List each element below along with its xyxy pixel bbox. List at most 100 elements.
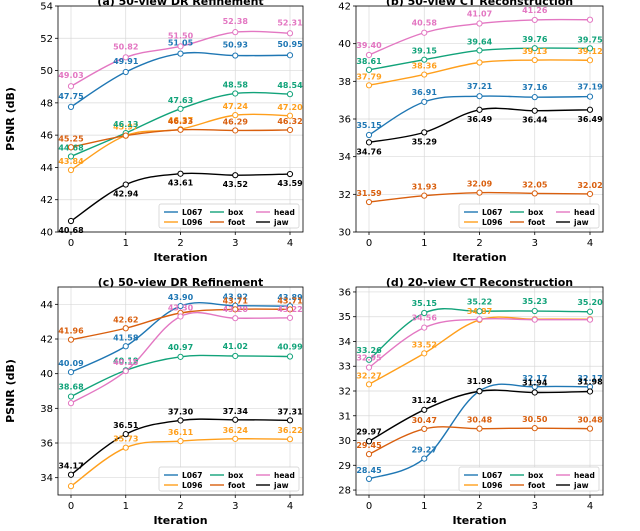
- legend-label-l067: L067: [482, 208, 502, 217]
- data-point-foot: [177, 126, 184, 133]
- data-point-jaw: [67, 471, 75, 478]
- data-point-jaw: [365, 139, 373, 146]
- data-label-head: 40.15: [113, 358, 139, 367]
- data-point-l096: [365, 82, 373, 89]
- x-axis-label: Iteration: [153, 514, 207, 527]
- data-label-jaw: 37.30: [168, 407, 194, 416]
- data-point-box: [286, 353, 294, 360]
- data-label-l067: 28.45: [356, 466, 382, 475]
- data-label-box: 40.97: [168, 343, 193, 352]
- data-point-head: [232, 315, 239, 322]
- legend-label-l096: L096: [482, 481, 502, 490]
- x-tick-label: 2: [476, 501, 482, 512]
- legend-label-head: head: [274, 208, 295, 217]
- data-label-head: 32.95: [356, 353, 382, 362]
- data-point-head: [586, 16, 594, 23]
- legend-label-foot: foot: [528, 218, 546, 227]
- data-point-l067: [421, 98, 428, 105]
- x-axis-label: Iteration: [153, 251, 207, 264]
- data-label-box: 48.54: [277, 81, 303, 90]
- x-tick-label: 0: [366, 501, 372, 512]
- data-label-box: 38.61: [356, 57, 382, 66]
- data-point-l096: [67, 166, 75, 174]
- x-tick-label: 2: [476, 238, 482, 249]
- data-label-jaw: 36.49: [467, 115, 493, 124]
- data-point-box: [421, 56, 428, 63]
- data-point-foot: [122, 132, 129, 139]
- x-tick-label: 2: [177, 238, 183, 249]
- data-point-l096: [286, 112, 294, 119]
- data-point-head: [421, 29, 428, 36]
- y-tick-label: 30: [338, 228, 351, 239]
- data-point-foot: [232, 306, 239, 313]
- data-label-jaw: 43.52: [223, 180, 248, 189]
- data-label-l096: 33.52: [412, 340, 437, 349]
- y-tick-label: 33: [338, 362, 351, 373]
- data-label-foot: 32.09: [467, 180, 493, 189]
- data-label-box: 35.23: [522, 297, 547, 306]
- data-point-head: [286, 30, 294, 37]
- data-point-l096: [586, 57, 594, 64]
- data-point-head: [67, 400, 75, 407]
- data-point-box: [531, 45, 538, 52]
- data-point-foot: [67, 336, 75, 343]
- data-label-jaw: 31.24: [412, 396, 438, 405]
- data-point-head: [586, 316, 594, 323]
- data-label-jaw: 36.44: [522, 116, 548, 125]
- data-point-l096: [232, 435, 239, 442]
- y-axis-label: PSNR (dB): [4, 87, 17, 151]
- data-point-foot: [476, 425, 483, 432]
- data-label-foot: 46.32: [277, 117, 302, 126]
- x-tick-label: 4: [587, 238, 593, 249]
- data-point-jaw: [122, 181, 129, 188]
- data-label-l067: 50.95: [277, 40, 303, 49]
- data-point-head: [67, 83, 75, 90]
- data-point-box: [531, 307, 538, 315]
- chart-title: (a) 50-view DR Refinement: [97, 0, 263, 8]
- data-label-l096: 47.20: [277, 103, 303, 112]
- data-label-l096: 35.73: [113, 435, 138, 444]
- data-label-foot: 42.62: [113, 315, 138, 324]
- data-label-box: 47.63: [168, 96, 193, 105]
- legend-label-l096: L096: [482, 218, 502, 227]
- data-label-l096: 36.22: [277, 426, 302, 435]
- y-tick-label: 34: [338, 337, 351, 348]
- data-label-jaw: 35.29: [412, 137, 438, 146]
- data-point-box: [232, 352, 239, 360]
- y-tick-label: 32: [338, 387, 351, 398]
- data-point-l067: [586, 93, 594, 100]
- x-tick-label: 3: [532, 501, 538, 512]
- data-label-l067: 29.27: [412, 446, 437, 455]
- data-point-l067: [67, 369, 75, 376]
- data-label-l096: 46.37: [168, 116, 193, 125]
- data-point-box: [177, 105, 184, 112]
- x-tick-label: 1: [421, 501, 427, 512]
- data-label-l096: 45.97: [113, 123, 138, 132]
- data-point-head: [122, 54, 129, 61]
- data-point-box: [365, 66, 373, 73]
- x-tick-label: 4: [287, 238, 293, 249]
- y-tick-label: 42: [338, 2, 351, 13]
- data-point-box: [476, 47, 483, 54]
- data-point-jaw: [177, 170, 184, 177]
- y-tick-label: 30: [338, 436, 351, 447]
- y-tick-label: 42: [40, 195, 53, 206]
- data-point-head: [476, 20, 483, 27]
- data-point-jaw: [586, 106, 594, 113]
- y-tick-label: 46: [40, 131, 53, 142]
- data-point-foot: [421, 425, 428, 432]
- y-tick-label: 40: [40, 228, 53, 239]
- data-label-l067: 32.17: [577, 374, 602, 383]
- data-label-foot: 43.71: [223, 296, 249, 305]
- y-tick-label: 48: [40, 98, 53, 109]
- data-label-foot: 30.50: [522, 415, 548, 424]
- x-axis-label: Iteration: [452, 251, 506, 264]
- y-tick-label: 52: [40, 34, 53, 45]
- data-label-jaw: 36.49: [577, 115, 603, 124]
